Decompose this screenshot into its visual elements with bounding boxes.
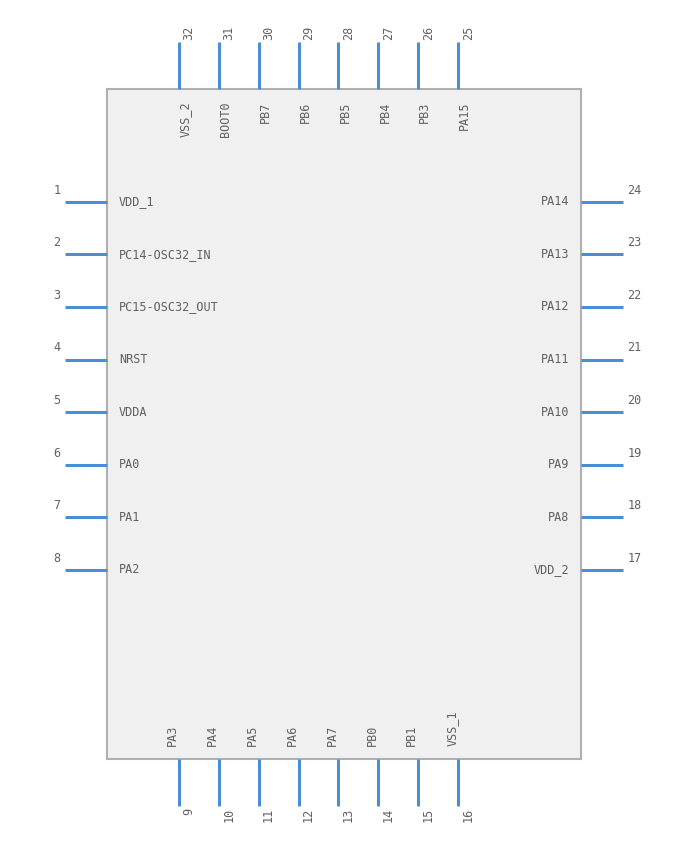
- Text: PA15: PA15: [458, 102, 471, 131]
- Text: 17: 17: [627, 552, 642, 565]
- Text: 14: 14: [382, 808, 395, 823]
- Text: PA0: PA0: [119, 458, 140, 471]
- Text: PC15-OSC32_OUT: PC15-OSC32_OUT: [119, 300, 219, 314]
- Text: 29: 29: [302, 25, 315, 40]
- Text: PB3: PB3: [418, 102, 431, 123]
- Text: 26: 26: [422, 25, 435, 40]
- Text: 28: 28: [342, 25, 355, 40]
- Text: 3: 3: [54, 289, 61, 302]
- Text: 25: 25: [462, 25, 475, 40]
- Text: PA6: PA6: [286, 725, 299, 746]
- Text: 31: 31: [222, 25, 235, 40]
- Text: 11: 11: [262, 808, 275, 823]
- Text: VSS_2: VSS_2: [179, 102, 192, 137]
- Text: PA10: PA10: [541, 405, 569, 419]
- Text: VSS_1: VSS_1: [445, 711, 458, 746]
- Text: PA2: PA2: [119, 563, 140, 577]
- Text: 13: 13: [342, 808, 355, 823]
- Text: PB5: PB5: [338, 102, 352, 123]
- Text: VDD_2: VDD_2: [533, 563, 569, 577]
- Text: 2: 2: [54, 237, 61, 249]
- Text: 9: 9: [182, 808, 195, 815]
- Text: PA3: PA3: [166, 725, 179, 746]
- Text: PA8: PA8: [548, 510, 569, 524]
- Text: VDDA: VDDA: [119, 405, 147, 419]
- Text: 27: 27: [382, 25, 395, 40]
- Bar: [107, 89, 581, 759]
- Text: 4: 4: [54, 342, 61, 354]
- Text: PB6: PB6: [299, 102, 312, 123]
- Text: PA11: PA11: [541, 353, 569, 366]
- Text: PA12: PA12: [541, 300, 569, 314]
- Text: PB4: PB4: [378, 102, 391, 123]
- Text: BOOT0: BOOT0: [219, 102, 232, 137]
- Text: PA14: PA14: [541, 195, 569, 209]
- Text: 23: 23: [627, 237, 642, 249]
- Text: 5: 5: [54, 394, 61, 407]
- Text: PA1: PA1: [119, 510, 140, 524]
- Text: PB7: PB7: [259, 102, 272, 123]
- Text: 18: 18: [627, 499, 642, 512]
- Text: PA5: PA5: [246, 725, 259, 746]
- Text: NRST: NRST: [119, 353, 147, 366]
- Text: PA9: PA9: [548, 458, 569, 471]
- Text: 15: 15: [422, 808, 435, 823]
- Text: 8: 8: [54, 552, 61, 565]
- Text: VDD_1: VDD_1: [119, 195, 155, 209]
- Text: 16: 16: [462, 808, 475, 823]
- Text: 22: 22: [627, 289, 642, 302]
- Text: 30: 30: [262, 25, 275, 40]
- Text: 21: 21: [627, 342, 642, 354]
- Text: PC14-OSC32_IN: PC14-OSC32_IN: [119, 248, 212, 261]
- Text: 10: 10: [222, 808, 235, 823]
- Text: 1: 1: [54, 184, 61, 197]
- Text: PB1: PB1: [405, 725, 418, 746]
- Text: 6: 6: [54, 447, 61, 460]
- Text: PA7: PA7: [325, 725, 338, 746]
- Text: 24: 24: [627, 184, 642, 197]
- Text: PB0: PB0: [365, 725, 378, 746]
- Text: PA4: PA4: [206, 725, 219, 746]
- Text: PA13: PA13: [541, 248, 569, 261]
- Text: 20: 20: [627, 394, 642, 407]
- Text: 7: 7: [54, 499, 61, 512]
- Text: 19: 19: [627, 447, 642, 460]
- Text: 32: 32: [182, 25, 195, 40]
- Text: 12: 12: [302, 808, 315, 823]
